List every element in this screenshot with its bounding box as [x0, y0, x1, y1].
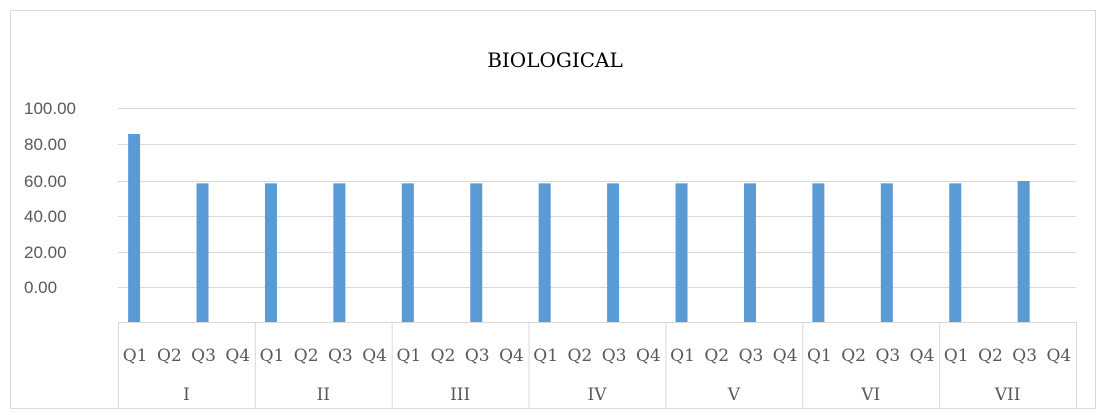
bar [1017, 181, 1030, 322]
x-tick-label-quarter: Q2 [568, 346, 593, 366]
chart-title: BIOLOGICAL [487, 48, 623, 72]
x-tick-label-group: VII [994, 385, 1021, 405]
x-tick-label-quarter: Q3 [739, 346, 764, 366]
bar [607, 183, 620, 322]
x-tick-label-quarter: Q2 [294, 346, 319, 366]
bar [880, 183, 893, 322]
x-tick-label-group: III [450, 385, 470, 405]
bar [812, 183, 825, 322]
bar [401, 183, 414, 322]
x-tick-label-quarter: Q3 [602, 346, 627, 366]
x-tick-label-quarter: Q4 [362, 346, 387, 366]
x-tick-label-quarter: Q3 [875, 346, 900, 366]
bar [128, 134, 141, 322]
x-tick-label-quarter: Q3 [465, 346, 490, 366]
x-tick-label-quarter: Q1 [670, 346, 695, 366]
x-tick-label-group: V [727, 385, 741, 405]
x-tick-label-quarter: Q3 [191, 346, 216, 366]
bar [743, 183, 756, 322]
y-tick-label: 0.00 [24, 278, 57, 297]
x-tick-label-quarter: Q2 [841, 346, 866, 366]
chart-frame [10, 10, 1096, 409]
y-tick-label: 80.00 [24, 135, 67, 154]
bar [196, 183, 209, 322]
x-tick-label-quarter: Q1 [396, 346, 421, 366]
x-tick-label-quarter: Q1 [533, 346, 558, 366]
x-tick-label-quarter: Q3 [328, 346, 353, 366]
x-tick-label-quarter: Q3 [1012, 346, 1037, 366]
y-axis-tick-labels: 100.00 80.00 60.00 40.00 20.00 0.00 [24, 99, 76, 297]
x-tick-label-quarter: Q1 [807, 346, 832, 366]
bar [264, 183, 277, 322]
x-tick-label-quarter: Q2 [704, 346, 729, 366]
x-tick-label-quarter: Q4 [1047, 346, 1072, 366]
y-tick-label: 100.00 [24, 99, 76, 118]
x-tick-label-quarter: Q2 [157, 346, 182, 366]
x-tick-label-group: IV [588, 385, 608, 405]
x-tick-label-quarter: Q4 [636, 346, 661, 366]
x-axis: Q1 Q2 Q3 Q4 I Q1 Q2 Q3 Q4 II Q1 Q2 Q3 Q4 III Q1 Q2 Q3 Q4 IV… [118, 322, 1077, 409]
x-tick-label-group: II [317, 385, 330, 405]
y-tick-label: 20.00 [24, 243, 67, 262]
x-tick-label-quarter: Q1 [944, 346, 969, 366]
x-tick-label-quarter: Q4 [910, 346, 935, 366]
x-tick-label-quarter: Q4 [225, 346, 250, 366]
x-tick-label-quarter: Q4 [499, 346, 524, 366]
x-tick-label-quarter: Q1 [123, 346, 148, 366]
x-tick-label-quarter: Q2 [978, 346, 1003, 366]
gridlines [118, 108, 1076, 288]
y-tick-label: 60.00 [24, 172, 67, 191]
x-tick-label-quarter: Q4 [773, 346, 798, 366]
bar [675, 183, 688, 322]
bars [128, 134, 1030, 322]
x-tick-label-quarter: Q2 [431, 346, 456, 366]
bar [538, 183, 551, 322]
bar [470, 183, 483, 322]
x-tick-label-quarter: Q1 [260, 346, 285, 366]
bar [333, 183, 346, 322]
y-tick-label: 40.00 [24, 207, 67, 226]
bar [949, 183, 962, 322]
x-tick-label-group: I [183, 385, 190, 405]
x-tick-label-group: VI [860, 385, 880, 405]
